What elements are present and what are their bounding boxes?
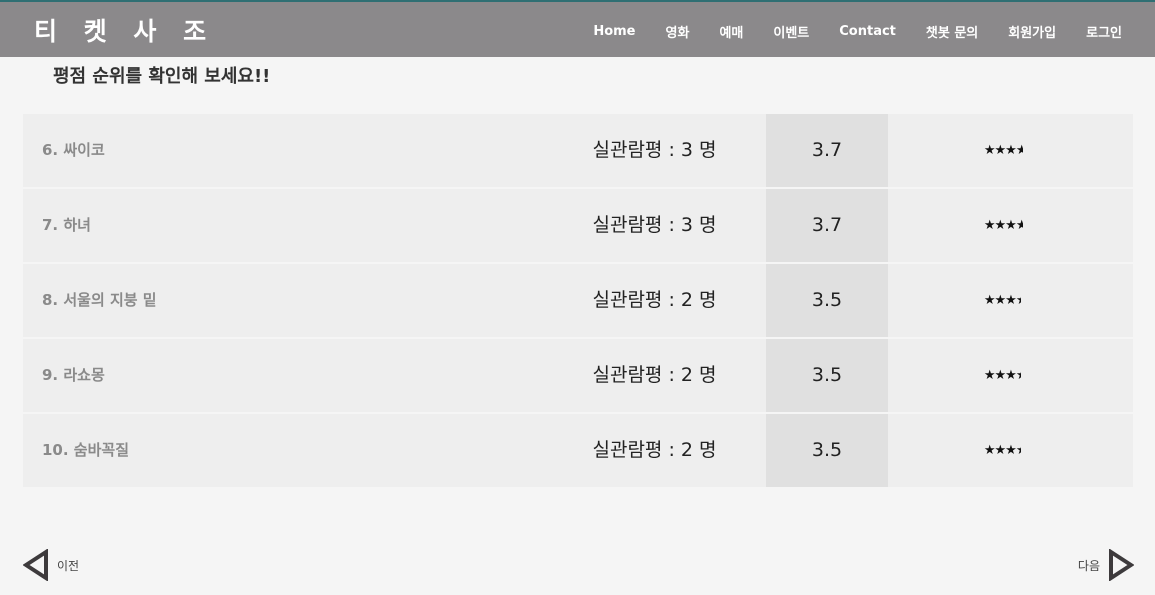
movie-title[interactable]: 9. 라쇼몽 — [42, 366, 105, 384]
prev-page-button[interactable]: 이전 — [23, 549, 79, 581]
rank-row-8[interactable]: 8. 서울의 지붕 밑 실관람평 : 2 명 3.5 ★★★★★★★★★★ — [23, 264, 1133, 337]
star-rating: ★★★★★★★★★★ — [888, 189, 1133, 262]
rank-row-10[interactable]: 10. 숨바꼭질 실관람평 : 2 명 3.5 ★★★★★★★★★★ — [23, 414, 1133, 487]
star-rating: ★★★★★★★★★★ — [888, 339, 1133, 412]
star-rating: ★★★★★★★★★★ — [888, 114, 1133, 187]
movie-title[interactable]: 7. 하녀 — [42, 216, 91, 234]
star-rating: ★★★★★★★★★★ — [888, 264, 1133, 337]
movie-title[interactable]: 8. 서울의 지붕 밑 — [42, 291, 157, 309]
rank-row-9[interactable]: 9. 라쇼몽 실관람평 : 2 명 3.5 ★★★★★★★★★★ — [23, 339, 1133, 412]
rating-score: 3.5 — [766, 414, 888, 487]
next-page-button[interactable]: 다음 — [1078, 549, 1134, 581]
nav-events[interactable]: 이벤트 — [773, 25, 810, 41]
rank-row-7[interactable]: 7. 하녀 실관람평 : 3 명 3.7 ★★★★★★★★★★ — [23, 189, 1133, 262]
star-fill: ★★★★★ — [983, 293, 1021, 308]
star-rating: ★★★★★★★★★★ — [888, 414, 1133, 487]
review-count: 실관람평 : 2 명 — [592, 289, 717, 311]
triangle-left-icon[interactable] — [23, 549, 49, 581]
rank-row-6[interactable]: 6. 싸이코 실관람평 : 3 명 3.7 ★★★★★★★★★★ — [23, 114, 1133, 187]
nav-signup[interactable]: 회원가입 — [1008, 25, 1057, 41]
star-fill: ★★★★★ — [983, 218, 1024, 233]
review-count: 실관람평 : 2 명 — [592, 364, 717, 386]
site-logo[interactable]: 티 켓 사 조 — [34, 17, 216, 46]
rating-score: 3.5 — [766, 264, 888, 337]
main-nav: Home 영화 예매 이벤트 Contact 챗봇 문의 회원가입 로그인 — [593, 20, 1155, 42]
movie-title[interactable]: 6. 싸이코 — [42, 141, 105, 159]
star-fill: ★★★★★ — [983, 143, 1024, 158]
nav-booking[interactable]: 예매 — [719, 25, 744, 41]
rating-rank-list: 6. 싸이코 실관람평 : 3 명 3.7 ★★★★★★★★★★ 7. 하녀 실… — [23, 114, 1133, 489]
prev-label[interactable]: 이전 — [57, 558, 80, 573]
star-fill: ★★★★★ — [983, 368, 1021, 383]
nav-contact[interactable]: Contact — [839, 23, 896, 39]
rating-score: 3.5 — [766, 339, 888, 412]
nav-movies[interactable]: 영화 — [665, 25, 690, 41]
review-count: 실관람평 : 3 명 — [592, 139, 717, 161]
review-count: 실관람평 : 3 명 — [592, 214, 717, 236]
movie-title[interactable]: 10. 숨바꼭질 — [42, 441, 129, 459]
nav-login[interactable]: 로그인 — [1086, 25, 1122, 41]
rating-score: 3.7 — [766, 114, 888, 187]
page-title: 평점 순위를 확인해 보세요!! — [53, 66, 271, 87]
triangle-right-icon[interactable] — [1108, 549, 1134, 581]
star-fill: ★★★★★ — [983, 443, 1021, 458]
rating-score: 3.7 — [766, 189, 888, 262]
nav-chatbot[interactable]: 챗봇 문의 — [925, 25, 979, 41]
next-label[interactable]: 다음 — [1077, 558, 1100, 573]
review-count: 실관람평 : 2 명 — [592, 439, 717, 461]
nav-home[interactable]: Home — [593, 23, 636, 39]
top-navbar: 티 켓 사 조 Home 영화 예매 이벤트 Contact 챗봇 문의 회원가… — [0, 0, 1155, 57]
